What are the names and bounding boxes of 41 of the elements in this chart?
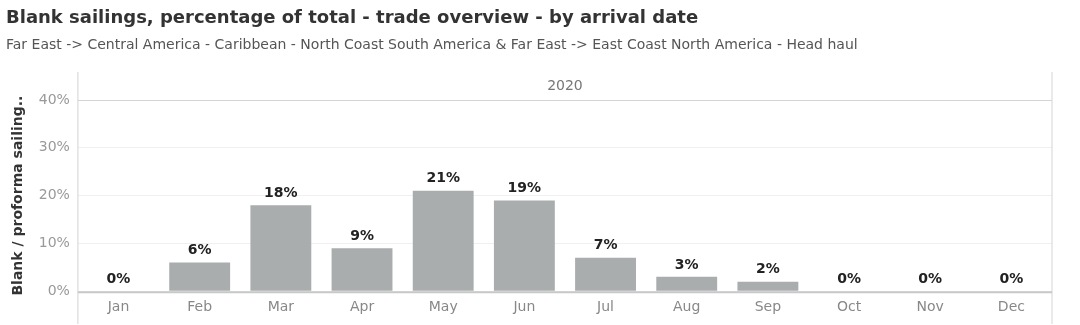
y-tick-label: 30% xyxy=(38,138,70,155)
data-label: 9% xyxy=(350,226,374,243)
data-label: 7% xyxy=(593,236,618,253)
data-label: 0% xyxy=(106,269,131,286)
data-label: 0% xyxy=(918,269,943,286)
data-label: 2% xyxy=(756,260,780,277)
y-tick-label: 10% xyxy=(38,234,70,251)
x-tick-label: Aug xyxy=(673,298,701,315)
y-tick-label: 20% xyxy=(38,186,70,203)
bar xyxy=(412,190,474,291)
data-label: 19% xyxy=(507,179,542,196)
chart-subtitle: Far East -> Central America - Caribbean - North Coast South America & Far East -> East Coast North America - Head haul xyxy=(6,36,858,52)
bar xyxy=(331,248,393,291)
data-label: 18% xyxy=(264,183,298,200)
x-tick-label: Apr xyxy=(349,298,375,315)
data-label: 0% xyxy=(837,269,861,286)
data-label: 21% xyxy=(426,169,460,186)
bar xyxy=(575,257,636,291)
bar xyxy=(493,200,555,291)
x-tick-label: Jan xyxy=(106,298,130,315)
x-tick-label: Nov xyxy=(916,298,944,315)
bar xyxy=(169,262,231,291)
bar xyxy=(737,281,799,291)
bar xyxy=(656,276,718,291)
text: 2020 xyxy=(547,76,583,93)
x-tick-label: Mar xyxy=(267,298,295,315)
chart-title: Blank sailings, percentage of total - trade overview - by arrival date xyxy=(6,6,699,27)
x-tick-label: May xyxy=(428,298,458,315)
x-tick-label: Feb xyxy=(187,298,213,315)
data-label: 3% xyxy=(674,255,699,272)
bar xyxy=(250,205,312,291)
y-tick-label: 40% xyxy=(38,90,70,107)
x-tick-label: Sep xyxy=(754,298,782,315)
data-label: 0% xyxy=(999,269,1024,286)
x-tick-label: Jul xyxy=(596,298,614,315)
y-tick-label: 0% xyxy=(47,281,70,298)
x-tick-label: Dec xyxy=(997,298,1025,315)
data-label: 6% xyxy=(187,241,212,258)
y-axis-title: Blank / proforma sailing.. xyxy=(9,95,26,296)
x-tick-label: Oct xyxy=(836,298,862,315)
x-tick-label: Jun xyxy=(512,298,536,315)
